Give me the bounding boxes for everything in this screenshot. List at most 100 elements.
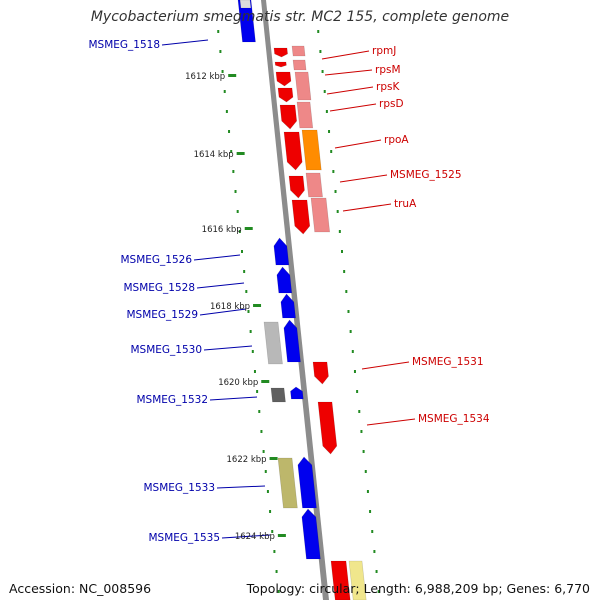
reverse-label-line xyxy=(361,361,410,370)
reverse-label-line xyxy=(342,203,392,212)
gene-yellow-bottom xyxy=(348,560,367,600)
labels: 1612 kbp 1614 kbp 1616 kbp 1618 kbp 1620 kbp… xyxy=(88,39,489,544)
forward-gene-label: MSMEG_1526 xyxy=(120,254,192,266)
reverse-gene-label: MSMEG_1525 xyxy=(390,169,462,181)
outer-tick-dot xyxy=(358,410,361,413)
tick-label: 1612 kbp xyxy=(185,72,225,82)
outer-tick-dot xyxy=(360,430,363,433)
inner-tick-dot xyxy=(238,230,241,233)
tick-label: 1616 kbp xyxy=(202,225,242,235)
gene-reverse-msmeg-1525 xyxy=(288,175,305,199)
reverse-label-line xyxy=(326,86,374,95)
forward-label-line xyxy=(216,485,266,489)
gene-forward-msmeg-1533 xyxy=(297,456,317,509)
gene-orange-rpoa xyxy=(301,129,322,171)
reverse-label-line xyxy=(324,69,373,76)
reverse-gene-label: rpsD xyxy=(379,98,404,110)
outer-tick-dot xyxy=(356,390,359,393)
reverse-gene-label: MSMEG_1534 xyxy=(418,413,490,425)
major-tick xyxy=(236,152,245,155)
inner-tick-dot xyxy=(245,290,248,293)
tick-label: 1620 kbp xyxy=(218,378,258,388)
inner-tick-dot xyxy=(271,530,274,533)
inner-tick-dot xyxy=(228,130,231,133)
outer-tick-dot xyxy=(362,450,365,453)
forward-gene-label: MSMEG_1530 xyxy=(130,344,202,356)
label-connectors xyxy=(161,39,416,539)
gene-forward-msmeg-1532 xyxy=(290,386,304,400)
inner-tick-dot xyxy=(225,110,228,113)
gene-reverse-rpsk xyxy=(277,87,294,103)
tick-label: 1614 kbp xyxy=(194,150,234,160)
gene-light-rpsd xyxy=(296,101,314,129)
inner-tick-dot xyxy=(241,250,243,253)
inner-tick-dot xyxy=(258,410,261,413)
inner-tick-dot xyxy=(273,550,276,553)
reverse-label-line xyxy=(329,103,377,112)
inner-tick-dot xyxy=(234,190,237,193)
tick-label: 1624 kbp xyxy=(235,532,275,542)
outer-tick-dot xyxy=(334,190,337,193)
inner-tick-dot xyxy=(243,270,246,273)
outer-tick-dot xyxy=(373,550,376,553)
reverse-label-line xyxy=(366,418,416,426)
gene-reverse-rpoa xyxy=(283,131,303,171)
inner-tick-dot xyxy=(223,90,226,93)
forward-label-line xyxy=(199,308,247,316)
gene-reverse-rpmj xyxy=(273,47,288,58)
outer-tick-dot xyxy=(377,590,380,593)
gene-grey-msmeg-1530 xyxy=(263,321,283,365)
backbone-line xyxy=(261,0,329,600)
outer-tick-dot xyxy=(338,230,341,233)
outer-tick-dot xyxy=(332,170,335,173)
forward-gene-label: MSMEG_1535 xyxy=(148,532,220,544)
inner-tick-dot xyxy=(251,350,254,353)
inner-tick-dot xyxy=(262,450,265,453)
outer-tick-dot xyxy=(336,210,339,213)
reverse-gene-label: rpsM xyxy=(375,64,401,76)
outer-tick-dot xyxy=(325,110,328,113)
gene-reverse-rpsm xyxy=(275,71,292,87)
inner-tick-dot xyxy=(275,570,278,573)
map-title: Mycobacterium smegmatis str. MC2 155, co… xyxy=(90,9,510,25)
topology-label: Topology: circular; Length: 6,988,209 bp… xyxy=(246,581,590,596)
outer-tick-dot xyxy=(343,270,346,273)
outer-tick-dot xyxy=(323,90,326,93)
forward-gene-label: MSMEG_1533 xyxy=(143,482,215,494)
outer-tick-dot xyxy=(371,530,374,533)
gene-forward-msmeg-1518 xyxy=(237,0,256,43)
gene-reverse-msmeg-1531 xyxy=(312,361,329,385)
reverse-gene-label: MSMEG_1531 xyxy=(412,356,484,368)
reverse-label-line xyxy=(334,139,382,149)
gene-darkgrey-msmeg-1532 xyxy=(270,387,286,403)
outer-tick-dot xyxy=(345,290,348,293)
inner-tick-dot xyxy=(221,70,224,73)
gene-light-rpmj xyxy=(291,45,306,57)
outer-tick-dot xyxy=(330,150,333,153)
gene-forward-msmeg-1530 xyxy=(283,319,301,363)
major-tick xyxy=(253,304,262,307)
outer-tick-dot xyxy=(364,470,367,473)
outer-tick-dot xyxy=(349,330,352,333)
outer-tick-dot xyxy=(328,130,331,133)
forward-gene-label: MSMEG_1529 xyxy=(126,309,198,321)
major-tick xyxy=(277,534,286,537)
reverse-gene-label: truA xyxy=(394,198,417,210)
gene-reverse-rpsd xyxy=(279,104,298,130)
forward-gene-label: MSMEG_1532 xyxy=(136,394,208,406)
major-tick xyxy=(261,380,270,383)
inner-tick-dot xyxy=(253,370,256,373)
forward-label-line xyxy=(193,254,241,261)
forward-label-line xyxy=(221,534,271,539)
gene-reverse-msmeg-1534 xyxy=(317,401,338,455)
reverse-label-line xyxy=(339,174,388,183)
gene-forward-msmeg-1535 xyxy=(301,508,321,560)
tick-label: 1622 kbp xyxy=(227,455,267,465)
reverse-gene-label: rpmJ xyxy=(372,45,396,57)
gene-reverse-trua xyxy=(291,199,311,235)
forward-label-line xyxy=(209,396,258,401)
major-tick xyxy=(244,227,253,230)
outer-tick-dot xyxy=(317,30,320,33)
